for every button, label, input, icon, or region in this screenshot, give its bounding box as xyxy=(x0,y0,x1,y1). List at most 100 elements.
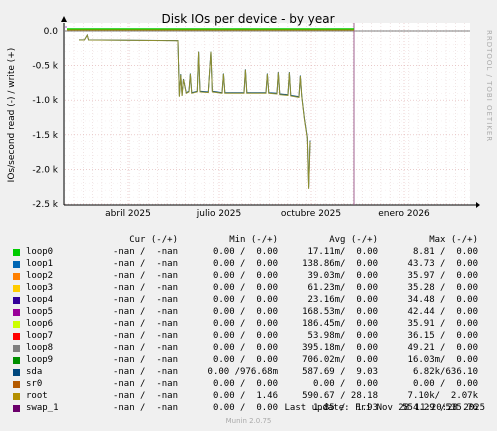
y-tick-label: -0.5 k xyxy=(32,62,58,72)
legend-value-avg: 53.98m/ 0.00 xyxy=(307,331,378,341)
chart-title: Disk IOs per device - by year xyxy=(161,12,334,26)
y-tick-label: 0.0 xyxy=(44,27,59,37)
legend-swatch xyxy=(13,405,20,412)
legend-swatch xyxy=(13,393,20,400)
legend-series-name: sda xyxy=(26,367,43,377)
legend-value-avg: 168.53m/ 0.00 xyxy=(302,307,378,317)
legend-value-cur: -nan / -nan xyxy=(112,391,178,401)
legend-value-cur: -nan / -nan xyxy=(112,307,178,317)
legend-swatch xyxy=(13,261,20,268)
grid xyxy=(65,23,470,205)
legend-value-avg: 706.02m/ 0.00 xyxy=(302,355,378,365)
y-axis-label: IOs/second read (-) / write (+) xyxy=(7,48,17,183)
x-tick-label: octubre 2025 xyxy=(281,209,341,219)
last-update: Last update: Fri Nov 28 11:20:28 2025 xyxy=(284,403,485,413)
legend-value-max: 35.91 / 0.00 xyxy=(407,319,478,329)
legend-value-avg: 138.86m/ 0.00 xyxy=(302,259,378,269)
legend-value-cur: -nan / -nan xyxy=(112,331,178,341)
legend-header: Cur (-/+) Min (-/+) Avg (-/+) Max (-/+) xyxy=(0,235,497,247)
legend-value-min: 0.00 / 0.00 xyxy=(212,295,278,305)
legend-series-name: loop4 xyxy=(26,295,54,305)
legend-swatch xyxy=(13,381,20,388)
legend-value-avg: 186.45m/ 0.00 xyxy=(302,319,378,329)
legend-series-name: loop9 xyxy=(26,355,54,365)
legend-series-name: loop5 xyxy=(26,307,54,317)
legend-series-name: loop7 xyxy=(26,331,54,341)
legend-value-max: 0.00 / 0.00 xyxy=(412,379,478,389)
legend-row: sda -nan / -nan 0.00 /976.68m 587.69 / 9.03… xyxy=(0,367,497,379)
plot-area xyxy=(65,23,470,205)
legend-row: swap_1 -nan / -nan 0.00 / 0.00 1.85 / 1.93 5… xyxy=(0,403,497,415)
legend-row: loop9 -nan / -nan 0.00 / 0.00 706.02m/ 0.00… xyxy=(0,355,497,367)
legend-value-max: 36.15 / 0.00 xyxy=(407,331,478,341)
legend-row: loop8 -nan / -nan 0.00 / 0.00 395.18m/ 0.00… xyxy=(0,343,497,355)
legend-value-min: 0.00 /976.68m xyxy=(207,367,278,377)
legend-swatch xyxy=(13,273,20,280)
legend-series-name: loop3 xyxy=(26,283,54,293)
legend-value-min: 0.00 / 0.00 xyxy=(212,379,278,389)
series-root-read-line xyxy=(79,33,311,189)
header-min: Min (-/+) xyxy=(229,235,278,245)
y-tick-label: -2.0 k xyxy=(32,165,58,175)
legend-value-avg: 587.69 / 9.03 xyxy=(302,367,378,377)
legend-value-cur: -nan / -nan xyxy=(112,259,178,269)
legend-value-avg: 23.16m/ 0.00 xyxy=(307,295,378,305)
legend-value-min: 0.00 / 0.00 xyxy=(212,307,278,317)
legend-value-avg: 590.67 / 28.18 xyxy=(302,391,378,401)
legend-value-cur: -nan / -nan xyxy=(112,247,178,257)
legend-swatch xyxy=(13,321,20,328)
legend-value-max: 554.29 /535.76 xyxy=(402,403,478,413)
x-tick-label: abril 2025 xyxy=(105,209,151,219)
legend-value-min: 0.00 / 0.00 xyxy=(212,403,278,413)
legend-row: sr0 -nan / -nan 0.00 / 0.00 0.00 / 0.00 0.00… xyxy=(0,379,497,391)
legend-row: root -nan / -nan 0.00 / 1.46 590.67 / 28.18… xyxy=(0,391,497,403)
y-axis-ticks: 0.0 -0.5 k -1.0 k -1.5 k -2.0 k -2.5 k xyxy=(32,27,58,210)
legend-value-max: 34.48 / 0.00 xyxy=(407,295,478,305)
munin-version: Munin 2.0.75 xyxy=(225,417,272,425)
legend-swatch xyxy=(13,369,20,376)
legend-value-min: 0.00 / 0.00 xyxy=(212,247,278,257)
legend-value-min: 0.00 / 0.00 xyxy=(212,259,278,269)
legend-value-max: 35.97 / 0.00 xyxy=(407,271,478,281)
legend-value-min: 0.00 / 0.00 xyxy=(212,283,278,293)
legend-value-max: 42.44 / 0.00 xyxy=(407,307,478,317)
legend-value-avg: 39.03m/ 0.00 xyxy=(307,271,378,281)
legend-value-avg: 61.23m/ 0.00 xyxy=(307,283,378,293)
legend-series-name: loop6 xyxy=(26,319,54,329)
legend-value-cur: -nan / -nan xyxy=(112,379,178,389)
legend-value-max: 16.03m/ 0.00 xyxy=(407,355,478,365)
legend-value-avg: 0.00 / 0.00 xyxy=(312,379,378,389)
legend-swatch xyxy=(13,309,20,316)
vendor-label: RRDTOOL / TOBI OETIKER xyxy=(485,30,493,142)
legend-value-avg: 17.11m/ 0.00 xyxy=(307,247,378,257)
legend-row: loop3 -nan / -nan 0.00 / 0.00 61.23m/ 0.00 3… xyxy=(0,283,497,295)
legend-series-name: root xyxy=(26,391,48,401)
legend-row: loop7 -nan / -nan 0.00 / 0.00 53.98m/ 0.00 3… xyxy=(0,331,497,343)
legend-value-cur: -nan / -nan xyxy=(112,283,178,293)
legend-series-name: loop8 xyxy=(26,343,54,353)
x-axis-arrow-icon xyxy=(476,202,480,208)
legend-value-max: 6.82k/636.10 xyxy=(412,367,478,377)
x-axis-ticks: abril 2025 julio 2025 octubre 2025 enero 20… xyxy=(105,209,430,219)
legend-swatch xyxy=(13,357,20,364)
legend-series-name: loop2 xyxy=(26,271,54,281)
legend-swatch xyxy=(13,297,20,304)
y-tick-label: -1.5 k xyxy=(32,131,58,141)
legend-value-cur: -nan / -nan xyxy=(112,367,178,377)
legend-row: loop1 -nan / -nan 0.00 / 0.00 138.86m/ 0.00… xyxy=(0,259,497,271)
legend-value-cur: -nan / -nan xyxy=(112,271,178,281)
legend-series-name: loop0 xyxy=(26,247,54,257)
x-tick-label: julio 2025 xyxy=(196,209,241,219)
legend-swatch xyxy=(13,333,20,340)
y-tick-label: -2.5 k xyxy=(32,200,58,210)
legend-value-min: 0.00 / 0.00 xyxy=(212,331,278,341)
legend-value-cur: -nan / -nan xyxy=(112,355,178,365)
legend-row: loop2 -nan / -nan 0.00 / 0.00 39.03m/ 0.00 3… xyxy=(0,271,497,283)
legend-row: loop5 -nan / -nan 0.00 / 0.00 168.53m/ 0.00… xyxy=(0,307,497,319)
legend-value-min: 0.00 / 0.00 xyxy=(212,271,278,281)
series-group xyxy=(65,26,354,189)
legend-value-avg: 1.85 / 1.93 xyxy=(312,403,378,413)
legend-value-cur: -nan / -nan xyxy=(112,295,178,305)
y-tick-label: -1.0 k xyxy=(32,96,58,106)
chart: 0.0 -0.5 k -1.0 k -1.5 k -2.0 k -2.5 k abril … xyxy=(7,12,493,219)
